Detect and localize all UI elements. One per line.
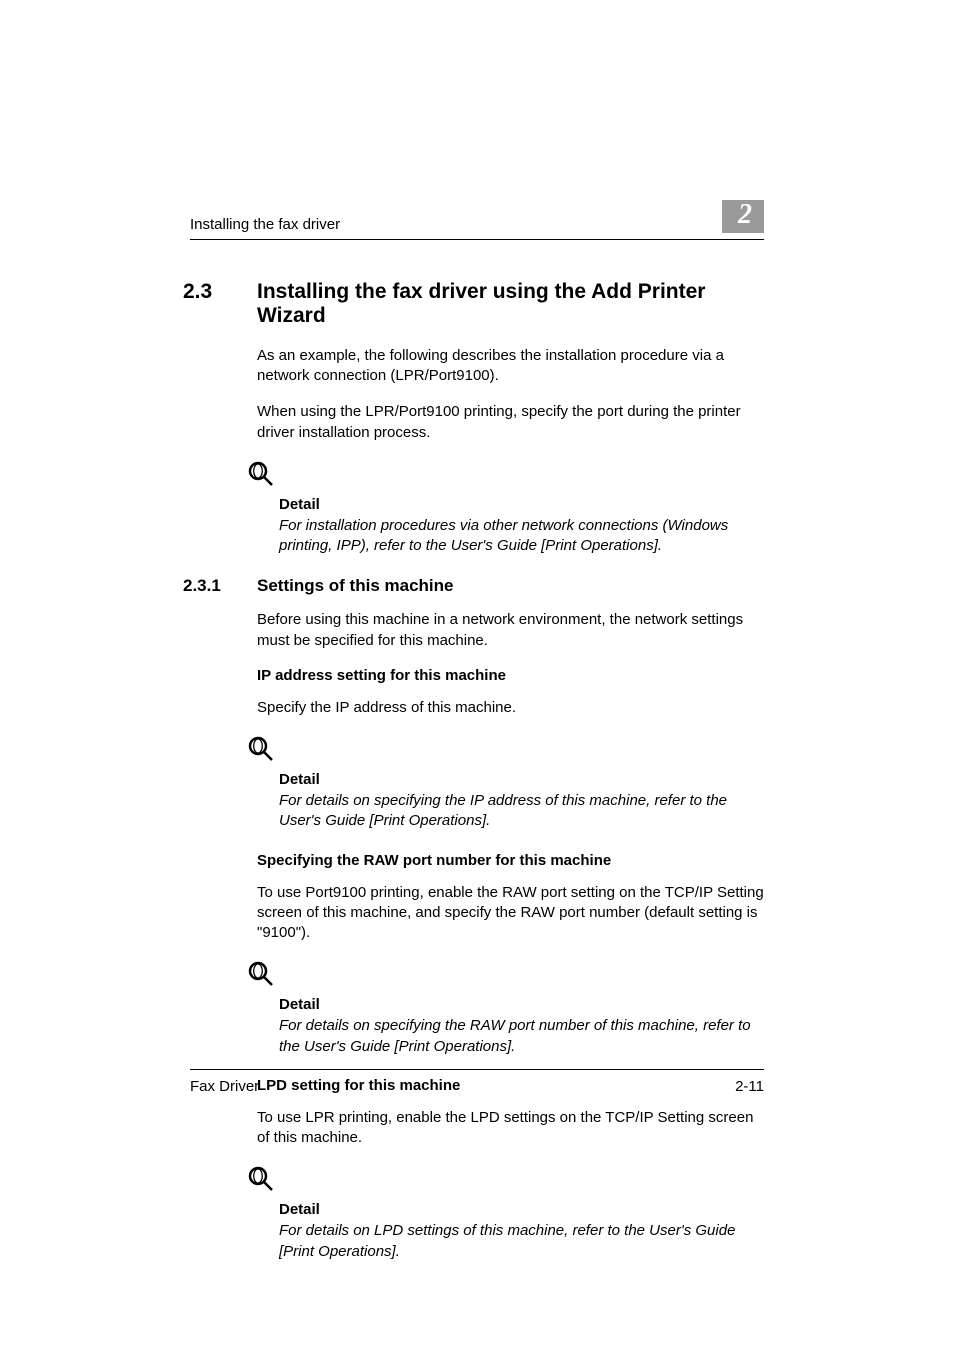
document-page: Installing the fax driver 2 2.3 Installi… xyxy=(0,0,954,1350)
detail-callout: Detail For details on specifying the IP … xyxy=(257,734,764,832)
detail-label: Detail xyxy=(279,496,764,513)
detail-label: Detail xyxy=(279,996,764,1013)
footer-left: Fax Driver xyxy=(190,1078,259,1095)
body-paragraph: Specify the IP address of this machine. xyxy=(257,698,764,718)
body-paragraph: To use Port9100 printing, enable the RAW… xyxy=(257,883,764,944)
section-title: Installing the fax driver using the Add … xyxy=(257,280,764,328)
detail-text: For details on LPD settings of this mach… xyxy=(279,1221,764,1262)
detail-label: Detail xyxy=(279,1201,764,1218)
body-paragraph: To use LPR printing, enable the LPD sett… xyxy=(257,1108,764,1149)
detail-callout: Detail For installation procedures via o… xyxy=(257,459,764,557)
section-number: 2.3 xyxy=(183,280,257,304)
topic-heading: Specifying the RAW port number for this … xyxy=(257,852,764,869)
subsection-heading: 2.3.1 Settings of this machine xyxy=(183,576,764,596)
detail-callout: Detail For details on specifying the RAW… xyxy=(257,959,764,1057)
detail-callout: Detail For details on LPD settings of th… xyxy=(257,1164,764,1262)
subsection-number: 2.3.1 xyxy=(183,576,257,596)
detail-text: For installation procedures via other ne… xyxy=(279,516,764,557)
body-paragraph: As an example, the following describes t… xyxy=(257,346,764,387)
footer-right: 2-11 xyxy=(735,1078,764,1095)
detail-text: For details on specifying the RAW port n… xyxy=(279,1016,764,1057)
running-title: Installing the fax driver xyxy=(190,216,340,233)
section-heading: 2.3 Installing the fax driver using the … xyxy=(183,280,764,328)
chapter-badge: 2 xyxy=(722,200,764,233)
subsection-title: Settings of this machine xyxy=(257,576,453,596)
magnifier-icon xyxy=(246,734,764,769)
page-footer: Fax Driver 2-11 xyxy=(190,1069,764,1095)
magnifier-icon xyxy=(246,959,764,994)
detail-label: Detail xyxy=(279,771,764,788)
body-paragraph: Before using this machine in a network e… xyxy=(257,610,764,651)
topic-heading: IP address setting for this machine xyxy=(257,667,764,684)
body-paragraph: When using the LPR/Port9100 printing, sp… xyxy=(257,402,764,443)
magnifier-icon xyxy=(246,1164,764,1199)
page-header: Installing the fax driver 2 xyxy=(190,200,764,240)
magnifier-icon xyxy=(246,459,764,494)
detail-text: For details on specifying the IP address… xyxy=(279,791,764,832)
